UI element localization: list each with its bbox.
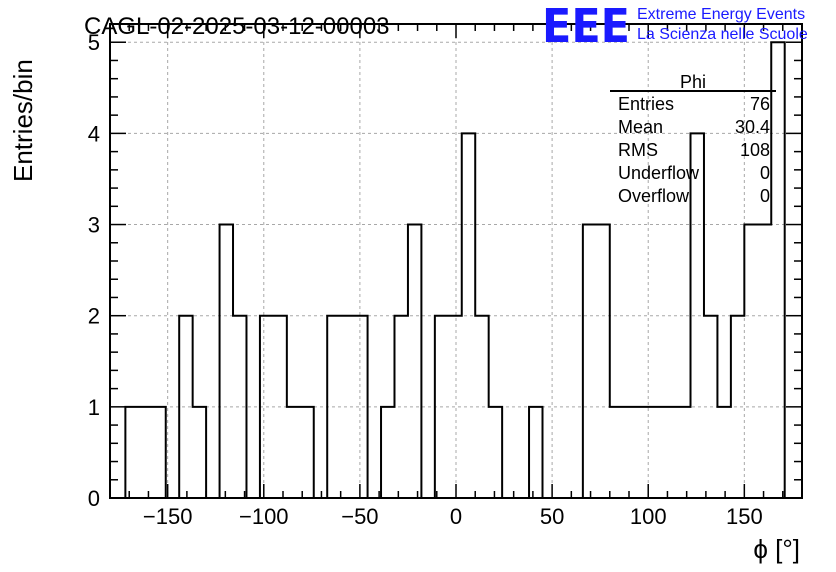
stats-value-overflow: 0 [760, 186, 770, 206]
histogram-series [124, 41, 786, 499]
x-tick-labels: −150 −100 −50 0 50 100 150 [143, 504, 763, 529]
y-tick-label: 3 [88, 213, 100, 238]
x-tick-label: 150 [726, 504, 763, 529]
axis-ticks [110, 23, 802, 499]
y-tick-label: 1 [88, 395, 100, 420]
y-tick-label: 0 [88, 486, 100, 511]
x-tick-label: −150 [143, 504, 193, 529]
stats-label-entries: Entries [618, 94, 674, 114]
y-tick-label: 2 [88, 304, 100, 329]
y-tick-label: 4 [88, 121, 100, 146]
x-tick-label: −50 [341, 504, 378, 529]
x-tick-label: 100 [630, 504, 667, 529]
stats-value-mean: 30.4 [735, 117, 770, 137]
logo-line-1: Extreme Energy Events [637, 6, 805, 23]
plot-frame [109, 23, 803, 499]
stats-value-underflow: 0 [760, 163, 770, 183]
y-axis-label: Entries/bin [8, 59, 38, 182]
grid-lines [110, 24, 802, 498]
chart-title: CAGL-02-2025-03-12-00003 [84, 13, 390, 40]
logo-line-2: La Scienza nelle Scuole [637, 26, 808, 43]
stats-label-rms: RMS [618, 140, 658, 160]
stats-label-mean: Mean [618, 117, 663, 137]
x-axis-label: ϕ [°] [753, 534, 800, 564]
stats-label-overflow: Overflow [618, 186, 690, 206]
stats-value-entries: 76 [750, 94, 770, 114]
stats-box: Phi Entries 76 Mean 30.4 RMS 108 Underfl… [610, 72, 776, 206]
x-tick-label: 0 [450, 504, 462, 529]
stats-label-underflow: Underflow [618, 163, 700, 183]
y-tick-label: 5 [88, 30, 100, 55]
eee-logo: EEE Extreme Energy Events La Scienza nel… [542, 0, 808, 53]
x-tick-label: −100 [239, 504, 289, 529]
eee-logo-letters: EEE [542, 0, 630, 53]
stats-box-title: Phi [680, 72, 706, 92]
stats-value-rms: 108 [740, 140, 770, 160]
x-tick-label: 50 [540, 504, 564, 529]
y-tick-labels: 0 1 2 3 4 5 [88, 30, 100, 511]
